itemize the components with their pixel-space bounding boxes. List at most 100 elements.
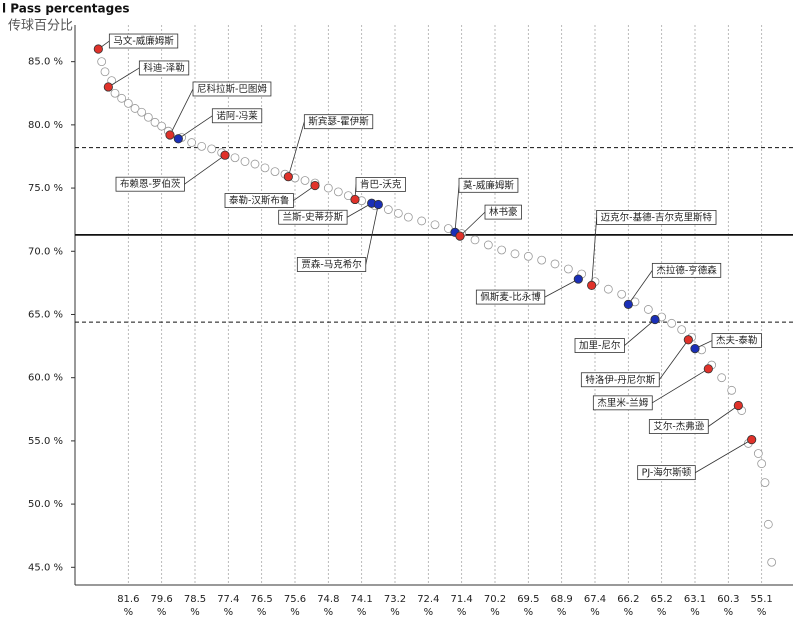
player-point xyxy=(103,82,113,92)
label-box xyxy=(303,114,374,130)
player-label: 林书豪 xyxy=(459,204,522,237)
point xyxy=(250,159,260,169)
y-tick-label: 75.0 % xyxy=(28,183,63,194)
leader-line xyxy=(652,368,709,404)
label-box xyxy=(596,210,717,225)
point xyxy=(240,157,250,166)
point xyxy=(260,163,270,173)
label-box xyxy=(192,81,272,97)
player-name: 兰斯-史蒂芬斯 xyxy=(283,211,344,223)
player-label: 诺阿-冯莱 xyxy=(178,108,263,140)
leader-line xyxy=(624,319,656,346)
leader-line xyxy=(108,67,140,88)
y-tick-label: 85.0 % xyxy=(28,57,63,68)
player-name: 林书豪 xyxy=(489,206,518,218)
player-name: 诺阿-冯莱 xyxy=(216,110,258,122)
point xyxy=(470,235,480,245)
label-box xyxy=(115,176,185,192)
label-box xyxy=(711,333,762,349)
leader-line xyxy=(708,405,739,427)
y-tick-label: 45.0 % xyxy=(28,562,63,573)
player-point xyxy=(173,134,183,144)
player-point xyxy=(573,274,583,284)
player-label: 杰里米-兰姆 xyxy=(592,368,709,411)
leader-line xyxy=(454,185,460,233)
x-tick-label: 63.1% xyxy=(684,594,706,618)
chart-title: l Pass percentages xyxy=(2,2,129,16)
player-name: 科迪-泽勒 xyxy=(143,62,184,74)
player-name: 斯宾瑟-霍伊斯 xyxy=(308,116,369,128)
point xyxy=(537,255,547,265)
x-tick-label: 68.9% xyxy=(551,594,573,618)
point xyxy=(197,141,207,151)
player-label: 兰斯-史蒂芬斯 xyxy=(278,202,372,225)
point xyxy=(130,104,140,113)
player-name: 特洛伊-丹尼尔斯 xyxy=(585,374,655,386)
point xyxy=(333,187,343,197)
x-tick-label: 77.4% xyxy=(217,594,239,618)
point xyxy=(763,519,773,529)
leader-line xyxy=(365,204,379,265)
label-box xyxy=(355,177,406,192)
point xyxy=(343,191,353,201)
player-label: 加里-尼尔 xyxy=(574,319,656,353)
player-name: 布赖恩-罗伯茨 xyxy=(120,178,181,190)
player-point xyxy=(690,344,700,354)
player-point xyxy=(165,130,175,140)
point xyxy=(143,112,153,122)
point xyxy=(717,373,727,383)
point xyxy=(403,212,413,222)
player-point xyxy=(220,150,230,160)
player-label: 佩斯麦-比永博 xyxy=(475,278,579,305)
point xyxy=(617,289,627,299)
y-tick-label: 60.0 % xyxy=(28,373,63,384)
player-point xyxy=(747,435,757,445)
y-tick-label: 50.0 % xyxy=(28,499,63,510)
player-point xyxy=(733,400,743,411)
player-point xyxy=(587,280,597,291)
leader-line xyxy=(628,270,653,305)
player-name: PJ-海尔斯顿 xyxy=(642,467,692,479)
player-name: 杰拉德-亨德森 xyxy=(656,264,717,276)
player-point xyxy=(93,44,103,54)
point xyxy=(667,318,677,328)
player-name: 尼科拉斯-巴图姆 xyxy=(197,83,267,95)
x-tick-label: 78.5% xyxy=(184,594,206,618)
leader-line xyxy=(591,217,598,286)
leader-line xyxy=(695,439,752,473)
player-label: 贾森-马克希尔 xyxy=(296,204,379,272)
x-tick-label: 65.2% xyxy=(651,594,673,618)
player-point xyxy=(650,314,660,325)
point xyxy=(393,208,403,218)
point xyxy=(150,117,160,127)
point xyxy=(643,305,653,314)
point xyxy=(383,205,393,214)
point xyxy=(430,220,440,230)
label-box xyxy=(458,177,519,193)
player-label: 泰勒-汉斯布鲁 xyxy=(224,185,316,208)
player-point xyxy=(683,335,693,345)
label-box xyxy=(475,289,546,305)
label-box xyxy=(574,338,625,353)
label-box xyxy=(211,108,263,124)
x-tick-label: 74.1% xyxy=(351,594,373,618)
label-box xyxy=(224,193,294,208)
player-label: 尼科拉斯-巴图姆 xyxy=(169,81,272,136)
point xyxy=(300,176,310,185)
player-name: 贾森-马克希尔 xyxy=(301,259,362,271)
leader-line xyxy=(169,88,194,136)
label-box xyxy=(108,33,179,49)
leader-line xyxy=(346,202,372,218)
point xyxy=(727,385,737,395)
x-tick-label: 55.1% xyxy=(751,594,773,618)
point xyxy=(97,57,107,67)
player-point xyxy=(623,299,633,309)
point xyxy=(677,325,687,335)
point xyxy=(603,284,613,294)
point xyxy=(497,245,507,255)
player-point xyxy=(373,199,383,210)
point xyxy=(100,67,110,77)
x-tick-label: 70.2% xyxy=(484,594,506,618)
player-label: 马文-威廉姆斯 xyxy=(98,33,179,50)
